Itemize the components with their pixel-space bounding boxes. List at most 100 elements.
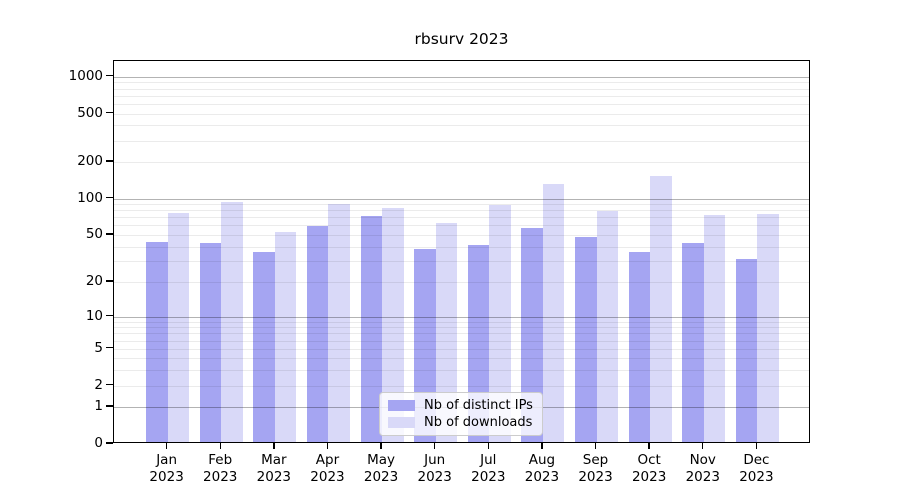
bar-downloads-may — [382, 208, 404, 442]
x-tick-label-sep: Sep 2023 — [578, 452, 613, 485]
grid-line-minor-5 — [114, 348, 809, 350]
x-tick-mark-oct — [648, 443, 650, 449]
grid-line-minor-700 — [114, 95, 809, 97]
x-tick-mark-mar — [273, 443, 275, 449]
bar-downloads-jul — [489, 205, 511, 442]
y-tick-label-200: 200 — [77, 153, 103, 170]
y-tick-mark-2 — [106, 383, 113, 386]
grid-line-minor-800 — [114, 88, 809, 90]
y-tick-mark-5 — [106, 347, 113, 349]
grid-line-minor-500 — [114, 113, 809, 115]
grid-line-major-100 — [114, 198, 809, 200]
bar-distinct-ips-feb — [199, 243, 222, 442]
grid-line-minor-7 — [114, 333, 809, 335]
bar-downloads-apr — [328, 204, 350, 442]
bar-distinct-ips-dec — [735, 259, 758, 442]
y-tick-label-1000: 1000 — [68, 67, 103, 84]
grid-line-minor-4 — [114, 358, 809, 360]
bar-downloads-mar — [274, 231, 297, 442]
bar-downloads-oct — [650, 176, 672, 442]
y-tick-mark-100 — [106, 196, 113, 199]
x-tick-mark-sep — [594, 443, 597, 449]
grid-line-minor-200 — [114, 162, 809, 164]
x-tick-mark-jan — [165, 443, 168, 449]
y-tick-mark-0 — [106, 442, 113, 444]
bar-downloads-jun — [435, 222, 458, 442]
bar-distinct-ips-nov — [682, 243, 704, 442]
grid-line-major-1000 — [114, 76, 809, 78]
x-tick-label-nov: Nov 2023 — [685, 452, 720, 485]
grid-line-minor-20 — [114, 282, 809, 284]
x-tick-label-dec: Dec 2023 — [739, 452, 774, 485]
y-tick-label-2: 2 — [94, 376, 103, 393]
grid-line-minor-300 — [114, 140, 809, 142]
legend-label-distinct-ips: Nb of distinct IPs — [424, 397, 533, 413]
x-tick-mark-may — [380, 443, 382, 449]
x-tick-mark-jun — [433, 443, 436, 449]
grid-line-major-10 — [114, 316, 809, 318]
y-tick-label-100: 100 — [77, 189, 103, 206]
legend-swatch-downloads — [388, 417, 415, 429]
grid-line-minor-80 — [114, 210, 809, 212]
bar-distinct-ips-oct — [628, 251, 651, 442]
y-tick-mark-200 — [106, 160, 113, 162]
grid-line-minor-40 — [114, 246, 809, 248]
grid-line-minor-9 — [114, 321, 809, 323]
x-tick-label-apr: Apr 2023 — [310, 452, 345, 485]
x-tick-label-jan: Jan 2023 — [149, 452, 184, 485]
grid-line-minor-600 — [114, 103, 809, 105]
bar-downloads-nov — [703, 214, 726, 442]
x-tick-mark-feb — [219, 443, 221, 449]
y-tick-mark-1000 — [106, 75, 113, 77]
bar-distinct-ips-mar — [253, 251, 275, 442]
legend: Nb of distinct IPs Nb of downloads — [379, 392, 543, 436]
x-tick-label-mar: Mar 2023 — [256, 452, 292, 485]
y-tick-mark-20 — [106, 280, 113, 282]
x-tick-label-jun: Jun 2023 — [417, 452, 452, 485]
y-tick-label-10: 10 — [85, 307, 103, 324]
y-tick-label-1: 1 — [94, 398, 103, 415]
grid-line-minor-8 — [114, 327, 809, 329]
legend-swatch-distinct-ips — [388, 399, 415, 411]
x-tick-label-aug: Aug 2023 — [524, 452, 560, 485]
grid-line-minor-3 — [114, 370, 809, 372]
y-tick-mark-10 — [106, 314, 113, 317]
x-tick-label-may: May 2023 — [363, 452, 399, 485]
grid-line-minor-60 — [114, 225, 809, 227]
x-tick-mark-aug — [541, 443, 543, 449]
y-tick-label-20: 20 — [85, 273, 103, 290]
grid-line-minor-2 — [114, 385, 809, 387]
x-tick-label-jul: Jul 2023 — [471, 452, 506, 485]
bar-downloads-aug — [542, 183, 565, 442]
x-tick-label-oct: Oct 2023 — [631, 452, 667, 485]
bar-distinct-ips-may — [360, 216, 383, 442]
bar-distinct-ips-aug — [521, 228, 543, 442]
grid-layer — [114, 61, 809, 442]
legend-row-distinct-ips: Nb of distinct IPs — [388, 398, 534, 413]
y-tick-label-0: 0 — [94, 435, 103, 451]
bar-distinct-ips-sep — [575, 237, 597, 442]
y-tick-mark-1 — [106, 405, 113, 407]
legend-label-downloads: Nb of downloads — [424, 415, 533, 431]
grid-line-minor-90 — [114, 204, 809, 206]
y-tick-mark-500 — [106, 111, 113, 114]
grid-line-minor-70 — [114, 217, 809, 219]
y-tick-label-500: 500 — [77, 104, 103, 121]
x-tick-mark-apr — [326, 443, 329, 449]
grid-line-minor-900 — [114, 82, 809, 84]
chart-title: rbsurv 2023 — [414, 30, 509, 48]
y-tick-label-5: 5 — [94, 339, 103, 356]
y-tick-label-50: 50 — [85, 225, 103, 242]
grid-line-minor-50 — [114, 234, 809, 236]
x-tick-mark-jul — [487, 443, 489, 449]
x-tick-mark-dec — [755, 443, 758, 449]
grid-line-minor-6 — [114, 340, 809, 342]
plot-area: Nb of distinct IPs Nb of downloads — [113, 60, 810, 443]
grid-line-minor-400 — [114, 125, 809, 127]
x-tick-label-feb: Feb 2023 — [203, 452, 238, 485]
bar-downloads-sep — [596, 211, 618, 442]
grid-line-minor-30 — [114, 261, 809, 263]
legend-row-downloads: Nb of downloads — [388, 415, 534, 430]
x-tick-mark-nov — [702, 443, 704, 449]
